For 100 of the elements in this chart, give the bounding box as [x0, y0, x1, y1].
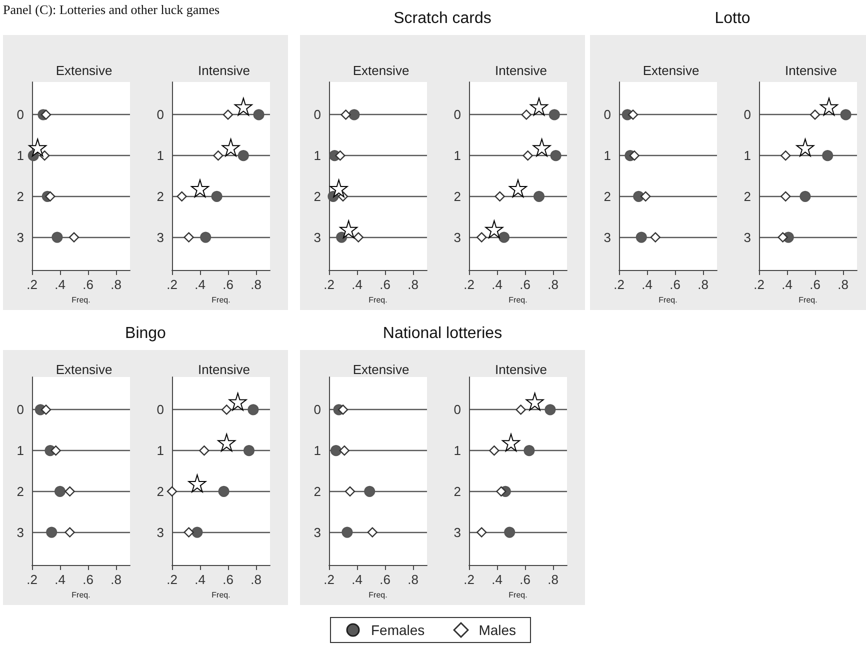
y-tick-label: 2	[454, 484, 461, 499]
y-tick-label: 0	[16, 402, 24, 418]
y-tick-label: 3	[454, 524, 461, 540]
point	[476, 232, 487, 242]
x-tick-label: .8	[408, 277, 418, 292]
chart-subtitle: Intensive	[494, 63, 548, 78]
point	[199, 445, 210, 456]
y-tick-label: 2	[454, 188, 461, 204]
chart-subtitle: Extensive	[352, 362, 410, 377]
point	[780, 150, 791, 161]
point	[222, 110, 234, 120]
point	[253, 109, 264, 120]
x-tick-label: .2	[464, 572, 474, 587]
point	[521, 110, 532, 120]
x-axis-title: Freq.	[212, 590, 230, 600]
point	[476, 527, 487, 538]
point	[54, 486, 66, 497]
point	[330, 445, 342, 456]
y-tick-label: 1	[314, 443, 321, 458]
point	[46, 526, 58, 538]
point	[489, 445, 500, 456]
x-tick-label: .8	[110, 277, 122, 292]
y-tick-label: 1	[16, 443, 24, 458]
y-tick-label: 3	[604, 230, 611, 245]
point	[780, 191, 791, 202]
x-tick-label: .8	[408, 572, 418, 587]
y-tick-label: 1	[454, 148, 461, 164]
y-tick-label: 3	[16, 524, 24, 540]
x-axis-title: Freq.	[72, 295, 90, 304]
point	[45, 191, 56, 202]
x-axis-title: Freq.	[368, 590, 388, 600]
x-tick-label: .6	[380, 572, 390, 587]
chart-title: Scratch cards	[392, 10, 492, 28]
point	[211, 190, 222, 202]
y-tick-label: 2	[156, 484, 164, 499]
x-axis-title: Freq.	[72, 590, 90, 600]
point	[184, 232, 194, 242]
x-tick-label: .6	[82, 277, 94, 292]
chart-subtitle: Intensive	[198, 362, 250, 377]
point	[810, 110, 820, 120]
x-axis-title: Freq.	[508, 295, 528, 304]
y-tick-label: 0	[156, 402, 164, 418]
x-tick-label: .4	[352, 572, 362, 587]
point	[248, 404, 259, 416]
x-tick-label: .4	[352, 277, 362, 292]
chart-subtitle: Intensive	[784, 63, 838, 78]
point	[348, 109, 360, 120]
point	[64, 527, 75, 538]
y-tick-label: 0	[744, 107, 751, 122]
y-tick-label: 1	[156, 443, 164, 458]
point	[534, 190, 544, 202]
y-tick-label: 3	[314, 524, 321, 540]
point	[335, 150, 346, 161]
y-tick-label: 2	[604, 188, 611, 204]
y-tick-label: 3	[454, 230, 461, 245]
y-tick-label: 2	[156, 188, 164, 204]
x-tick-label: .4	[492, 572, 502, 587]
y-tick-label: 2	[314, 484, 321, 499]
x-tick-label: .6	[810, 277, 820, 292]
x-tick-label: .2	[614, 277, 624, 292]
text: Panel (C): Lotteries and other luck games	[3, 2, 220, 18]
y-tick-label: 0	[454, 402, 461, 418]
x-tick-label: .2	[324, 277, 334, 292]
legend-label: Males	[478, 622, 516, 638]
chart-title: Bingo	[124, 325, 167, 343]
point	[629, 150, 640, 161]
point	[218, 486, 230, 497]
x-axis-title: Freq.	[212, 295, 230, 304]
x-tick-label: .6	[222, 277, 234, 292]
point	[244, 445, 254, 456]
y-tick-label: 0	[454, 107, 461, 122]
point	[524, 445, 535, 456]
point	[184, 527, 194, 538]
x-tick-label: .2	[754, 277, 764, 292]
chart-subtitle: Intensive	[494, 362, 548, 377]
point	[213, 150, 224, 161]
x-tick-label: .4	[194, 572, 206, 587]
x-tick-label: .6	[520, 277, 530, 292]
point	[222, 404, 232, 415]
point	[338, 404, 348, 415]
point	[498, 232, 510, 243]
x-tick-label: .4	[492, 277, 502, 292]
point	[650, 232, 660, 242]
point	[166, 486, 178, 497]
y-tick-label: 2	[16, 484, 24, 499]
point	[636, 232, 647, 243]
point	[628, 110, 638, 120]
x-tick-label: .4	[782, 277, 792, 292]
y-tick-label: 2	[744, 188, 751, 204]
x-tick-label: .8	[548, 572, 558, 587]
y-tick-label: 3	[16, 230, 24, 245]
x-tick-label: .8	[110, 572, 122, 587]
y-tick-label: 1	[156, 148, 164, 164]
y-tick-label: 1	[604, 148, 611, 164]
point	[367, 527, 378, 538]
x-tick-label: .8	[838, 277, 848, 292]
x-axis-title: Freq.	[508, 590, 528, 600]
point	[176, 191, 187, 202]
point	[353, 232, 364, 242]
point	[342, 526, 353, 538]
